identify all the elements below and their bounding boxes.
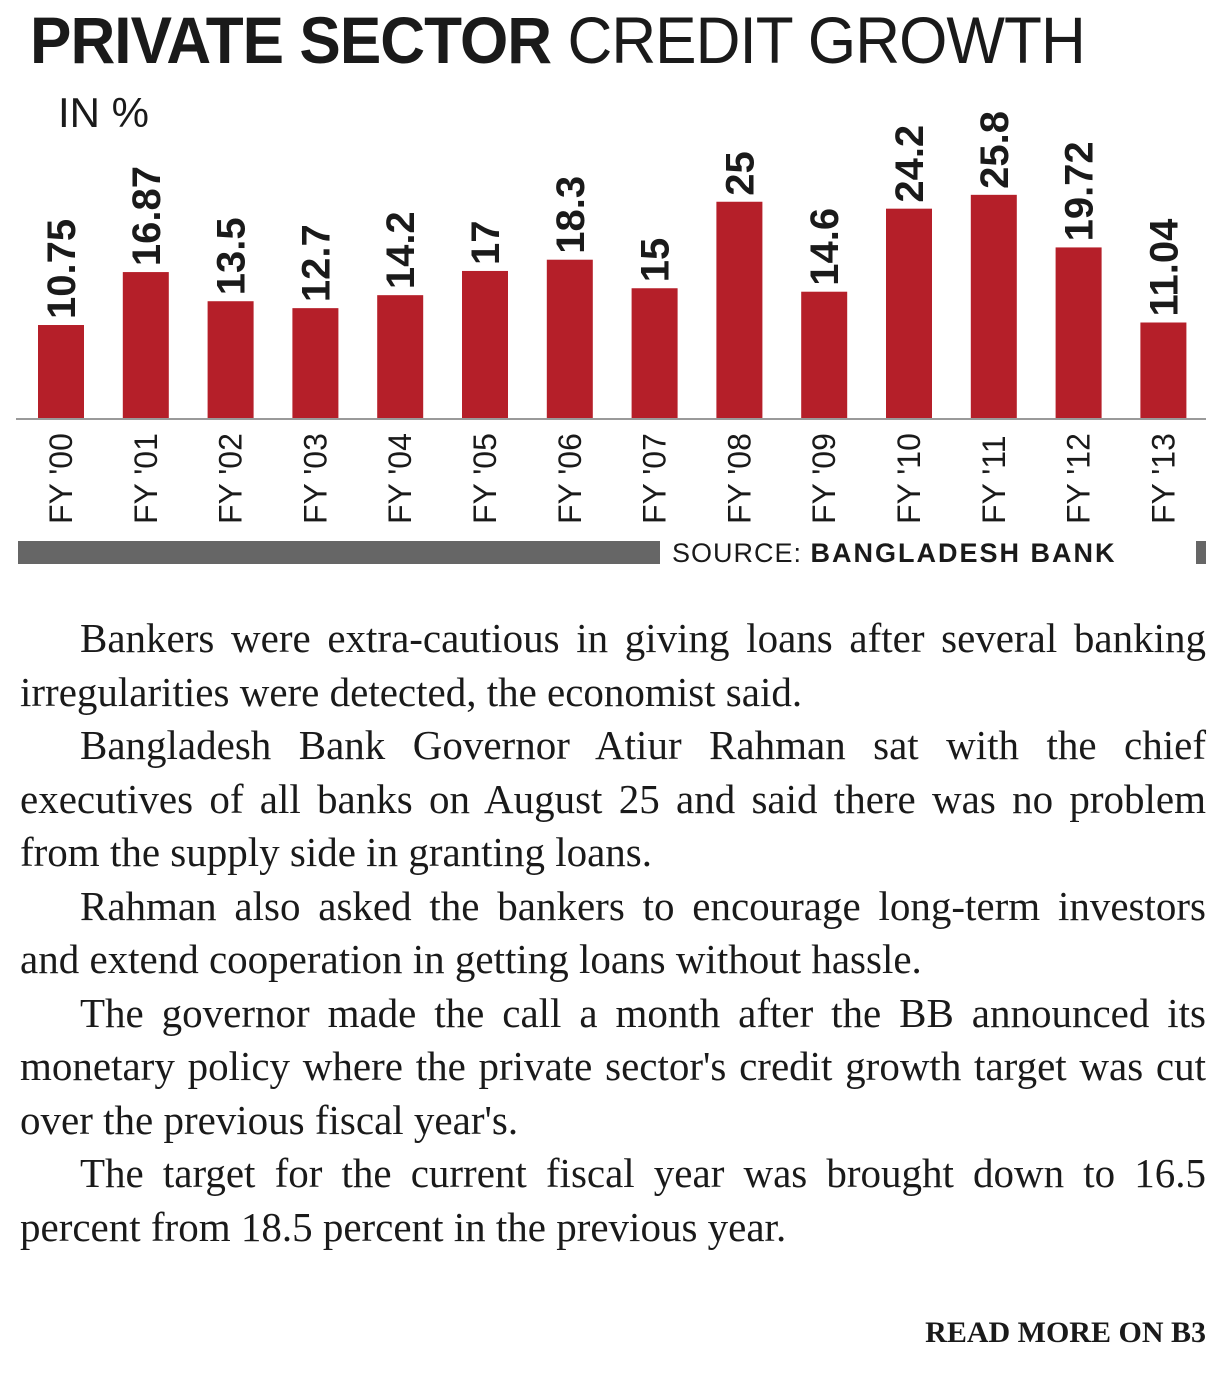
chart-title: PRIVATE SECTOR CREDIT GROWTH xyxy=(30,0,1130,80)
bar xyxy=(546,259,593,418)
article-paragraph: The target for the current fiscal year w… xyxy=(20,1150,1206,1250)
bar-value-label: 12.7 xyxy=(294,224,338,302)
bar xyxy=(462,270,508,418)
article-paragraph: Bangladesh Bank Governor Atiur Rahman sa… xyxy=(20,722,1206,875)
bar xyxy=(122,272,169,418)
category-label: FY '00 xyxy=(43,433,79,524)
bar-value-label: 13.5 xyxy=(210,217,254,295)
chart-title-light: CREDIT GROWTH xyxy=(567,3,1085,77)
article-body: Bankers were extra-cautious in giving lo… xyxy=(20,612,1206,1254)
bar xyxy=(631,288,678,418)
bar-value-label: 15 xyxy=(634,238,678,283)
article-paragraph: Rahman also asked the bankers to encoura… xyxy=(20,882,1206,983)
bar-value-label: 14.6 xyxy=(803,208,847,286)
bar-value-label: 14.2 xyxy=(379,211,423,289)
bar-value-label: 18.3 xyxy=(549,176,593,254)
category-label: FY '13 xyxy=(1145,433,1181,524)
bar xyxy=(38,325,84,418)
bar-value-label: 19.72 xyxy=(1058,141,1102,241)
bar xyxy=(970,194,1017,418)
bars-layer xyxy=(38,194,1187,418)
article-paragraph: Bankers were extra-cautious in giving lo… xyxy=(20,615,1206,715)
category-label: FY '09 xyxy=(806,433,842,524)
source-credit: SOURCE: BANGLADESH BANK xyxy=(672,537,1117,569)
labels-layer: 10.75 FY '00 16.87 FY '01 13.5 FY '02 12.7 FY '… xyxy=(40,111,1186,524)
bar xyxy=(207,301,254,418)
bar xyxy=(716,201,763,418)
article-paragraph: The governor made the call a month after… xyxy=(20,989,1206,1143)
bar-value-label: 10.75 xyxy=(40,219,84,319)
bar xyxy=(1140,322,1187,418)
bar xyxy=(377,295,424,418)
source-rule-end xyxy=(1196,541,1206,564)
unit-label: IN % xyxy=(58,89,150,136)
bar-value-label: 24.2 xyxy=(888,125,932,203)
source-label: SOURCE: xyxy=(672,538,803,568)
category-label: FY '04 xyxy=(382,433,418,524)
category-label: FY '06 xyxy=(552,433,588,524)
bar-value-label: 25.8 xyxy=(973,111,1017,189)
category-label: FY '05 xyxy=(467,433,503,524)
source-name: BANGLADESH BANK xyxy=(810,538,1117,568)
read-more-link[interactable]: READ MORE ON B3 xyxy=(925,1316,1206,1349)
bar-value-label: 17 xyxy=(464,220,508,265)
category-label: FY '02 xyxy=(213,433,249,524)
bar xyxy=(801,291,848,418)
bar xyxy=(886,208,932,418)
bar-value-label: 16.87 xyxy=(125,166,169,266)
category-label: FY '03 xyxy=(297,433,333,524)
bar xyxy=(292,308,339,418)
category-label: FY '12 xyxy=(1061,433,1097,524)
category-label: FY '01 xyxy=(128,433,164,524)
category-label: FY '08 xyxy=(721,433,757,524)
chart-title-bold: PRIVATE SECTOR xyxy=(30,3,552,77)
source-rule xyxy=(18,541,660,564)
category-label: FY '10 xyxy=(891,433,927,524)
bar xyxy=(1055,247,1102,418)
category-label: FY '07 xyxy=(637,433,673,524)
bar-value-label: 11.04 xyxy=(1142,218,1186,317)
category-label: FY '11 xyxy=(976,435,1012,524)
bar-value-label: 25 xyxy=(718,151,762,196)
bar-chart: 10.75 FY '00 16.87 FY '01 13.5 FY '02 12.7 FY '… xyxy=(16,111,1206,524)
